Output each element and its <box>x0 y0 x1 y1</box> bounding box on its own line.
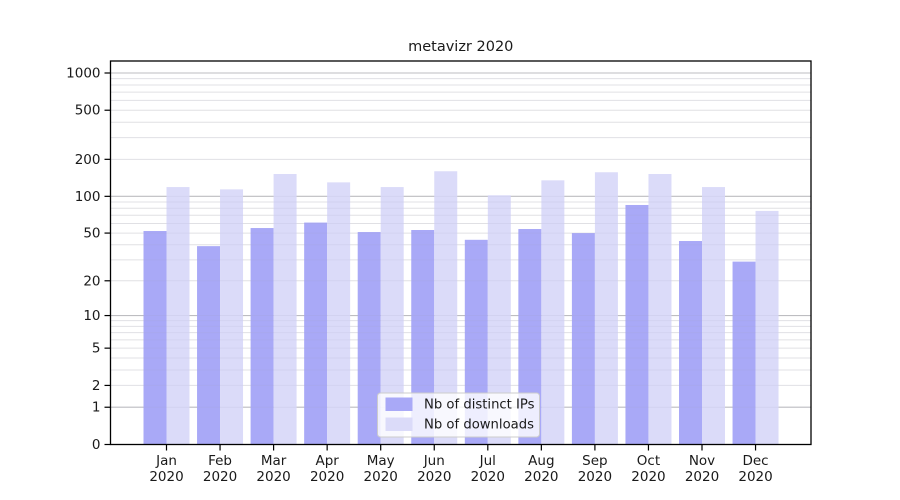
bar-distinct-ips-Sep <box>571 233 595 445</box>
gridlines-overlay <box>110 72 811 408</box>
y-tick-label-1000: 1000 <box>66 66 100 82</box>
legend-label-downloads: Nb of downloads <box>424 418 534 433</box>
bar-distinct-ips-Nov <box>679 241 702 445</box>
bar-distinct-ips-Jan <box>143 231 167 445</box>
legend-label-distinct-ips: Nb of distinct IPs <box>424 398 535 413</box>
axes-layer: 0 1 2 5 10 20 50 100 200 500 1000 Jan 2020 Feb 2020 Mar… <box>66 66 773 486</box>
bar-downloads-Jun <box>434 171 458 445</box>
bar-distinct-ips-Jun <box>411 230 435 445</box>
x-tick-label-Apr: Apr 2020 <box>310 453 344 485</box>
bar-downloads-Jan <box>166 187 190 445</box>
bar-downloads-Mar <box>273 174 297 445</box>
bar-distinct-ips-Oct <box>625 204 649 445</box>
y-tick-label-50: 50 <box>83 226 100 242</box>
x-tick-label-Jan: Jan 2020 <box>149 453 183 485</box>
plot-frame <box>109 60 812 446</box>
y-tick-label-500: 500 <box>75 103 101 119</box>
bar-downloads-Nov <box>702 187 725 445</box>
x-tick-label-Jun: Jun 2020 <box>417 453 451 485</box>
chart-title: metavizr 2020 <box>408 39 513 55</box>
y-tick-label-2: 2 <box>92 378 101 394</box>
x-tick-label-Mar: Mar 2020 <box>256 453 290 485</box>
x-tick-label-Feb: Feb 2020 <box>203 453 237 485</box>
bar-distinct-ips-Dec <box>732 261 756 445</box>
bar-downloads-Dec <box>755 210 779 445</box>
bar-distinct-ips-Apr <box>304 222 328 445</box>
y-tick-label-20: 20 <box>83 273 100 289</box>
bar-distinct-ips-Mar <box>250 228 274 445</box>
y-tick-label-0: 0 <box>92 437 101 453</box>
x-tick-label-Oct: Oct 2020 <box>631 453 665 485</box>
y-tick-label-100: 100 <box>75 189 101 205</box>
bar-downloads-Apr <box>327 182 351 445</box>
bar-distinct-ips-May <box>357 232 381 445</box>
y-tick-label-1: 1 <box>92 400 101 416</box>
bar-downloads-Sep <box>594 172 618 445</box>
bar-downloads-Jul <box>487 195 511 445</box>
bar-downloads-Feb <box>220 189 244 445</box>
bar-distinct-ips-Aug <box>518 229 542 445</box>
bar-downloads-May <box>380 187 404 445</box>
x-tick-label-May: May 2020 <box>364 453 398 485</box>
legend-box <box>377 392 540 438</box>
bar-downloads-Aug <box>541 180 565 445</box>
bars-layer <box>143 171 779 445</box>
y-tick-label-5: 5 <box>92 341 101 357</box>
y-tick-label-200: 200 <box>75 152 101 168</box>
x-tick-label-Aug: Aug 2020 <box>524 453 558 485</box>
legend-swatch-distinct-ips <box>385 397 413 411</box>
bar-downloads-Oct <box>648 174 672 445</box>
y-tick-label-10: 10 <box>83 308 100 324</box>
x-tick-label-Sep: Sep 2020 <box>578 453 612 485</box>
bar-distinct-ips-Feb <box>197 246 221 445</box>
x-tick-label-Nov: Nov 2020 <box>685 453 719 485</box>
legend-swatch-downloads <box>385 417 413 431</box>
x-tick-label-Jul: Jul 2020 <box>471 453 505 485</box>
x-tick-label-Dec: Dec 2020 <box>738 453 772 485</box>
legend: Nb of distinct IPs Nb of downloads <box>377 392 540 438</box>
